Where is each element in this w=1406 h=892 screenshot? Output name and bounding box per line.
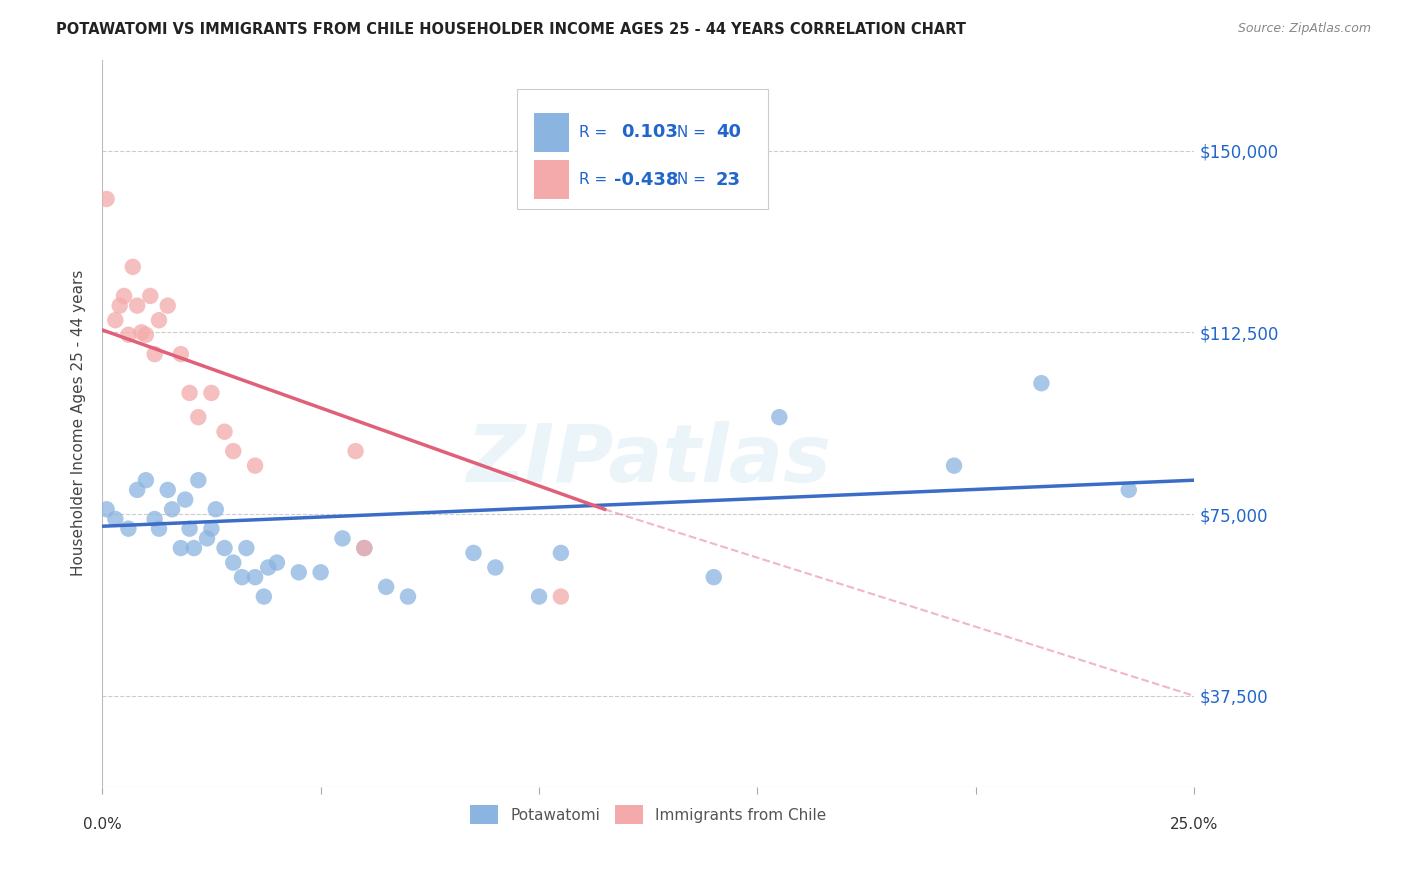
Point — [135, 327, 157, 342]
Point — [257, 560, 280, 574]
Point — [179, 522, 201, 536]
Legend: Potawatomi, Immigrants from Chile: Potawatomi, Immigrants from Chile — [464, 799, 832, 830]
Point — [148, 313, 170, 327]
Point — [160, 502, 183, 516]
Text: 40: 40 — [716, 123, 741, 141]
Point — [375, 580, 398, 594]
Point — [183, 541, 205, 555]
Point — [179, 385, 201, 400]
Point — [222, 444, 245, 458]
Point — [703, 570, 725, 584]
Y-axis label: Householder Income Ages 25 - 44 years: Householder Income Ages 25 - 44 years — [72, 270, 86, 576]
Point — [96, 502, 118, 516]
Point — [127, 299, 149, 313]
Point — [170, 541, 193, 555]
Point — [148, 522, 170, 536]
Point — [112, 289, 135, 303]
Point — [156, 483, 179, 497]
Point — [309, 566, 332, 580]
Point — [214, 541, 236, 555]
FancyBboxPatch shape — [534, 160, 568, 199]
Point — [768, 410, 790, 425]
Point — [484, 560, 506, 574]
Point — [104, 313, 127, 327]
Point — [135, 473, 157, 487]
FancyBboxPatch shape — [517, 88, 768, 209]
Point — [353, 541, 375, 555]
Point — [231, 570, 253, 584]
Point — [143, 512, 166, 526]
Point — [396, 590, 419, 604]
Point — [143, 347, 166, 361]
Point — [156, 299, 179, 313]
Text: 0.0%: 0.0% — [83, 817, 121, 832]
Point — [117, 327, 139, 342]
Text: N =: N = — [672, 125, 711, 140]
Point — [266, 556, 288, 570]
Point — [344, 444, 367, 458]
Point — [200, 522, 222, 536]
Point — [253, 590, 276, 604]
Point — [288, 566, 311, 580]
Point — [353, 541, 375, 555]
Point — [235, 541, 257, 555]
Point — [550, 590, 572, 604]
Text: R =: R = — [579, 125, 613, 140]
Point — [1031, 376, 1053, 391]
Text: 23: 23 — [716, 170, 741, 188]
Point — [550, 546, 572, 560]
Point — [200, 385, 222, 400]
Point — [204, 502, 226, 516]
Point — [222, 556, 245, 570]
Point — [243, 458, 266, 473]
Point — [332, 532, 354, 546]
Text: POTAWATOMI VS IMMIGRANTS FROM CHILE HOUSEHOLDER INCOME AGES 25 - 44 YEARS CORREL: POTAWATOMI VS IMMIGRANTS FROM CHILE HOUS… — [56, 22, 966, 37]
Text: Source: ZipAtlas.com: Source: ZipAtlas.com — [1237, 22, 1371, 36]
Point — [117, 522, 139, 536]
Point — [131, 326, 153, 340]
Text: R =: R = — [579, 172, 613, 187]
Point — [170, 347, 193, 361]
Point — [104, 512, 127, 526]
Point — [127, 483, 149, 497]
Point — [139, 289, 162, 303]
Point — [527, 590, 550, 604]
Text: ZIPatlas: ZIPatlas — [465, 421, 831, 499]
Text: -0.438: -0.438 — [614, 170, 679, 188]
Point — [187, 410, 209, 425]
FancyBboxPatch shape — [534, 112, 568, 152]
Point — [243, 570, 266, 584]
Point — [1118, 483, 1140, 497]
Point — [463, 546, 485, 560]
Text: N =: N = — [672, 172, 711, 187]
Text: 0.103: 0.103 — [621, 123, 678, 141]
Point — [121, 260, 143, 274]
Point — [187, 473, 209, 487]
Point — [943, 458, 966, 473]
Point — [174, 492, 197, 507]
Point — [214, 425, 236, 439]
Point — [108, 299, 131, 313]
Point — [195, 532, 218, 546]
Text: 25.0%: 25.0% — [1170, 817, 1219, 832]
Point — [96, 192, 118, 206]
